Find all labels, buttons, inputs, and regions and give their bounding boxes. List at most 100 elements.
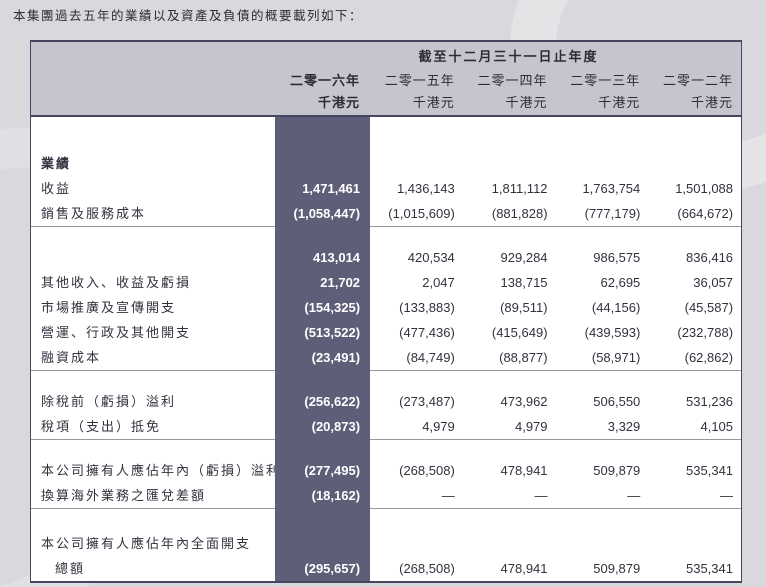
value-cell: (881,828) <box>491 206 548 221</box>
value-cell <box>648 508 742 509</box>
value-cell <box>555 370 649 371</box>
table-row: 其他收入、收益及虧損 21,702 2,047 138,715 62,695 36,057 <box>31 270 741 295</box>
row-label: 其他收入、收益及虧損 <box>41 275 192 290</box>
value-cell: 509,879 <box>593 561 641 576</box>
value-cell: 1,436,143 <box>396 181 455 196</box>
value-cell: (58,971) <box>591 350 641 365</box>
value-cell <box>370 440 463 458</box>
value-cell: (664,672) <box>677 206 734 221</box>
value-cell: (84,749) <box>406 350 455 365</box>
row-label <box>31 117 275 151</box>
value-cell <box>556 371 649 389</box>
value-cell: — <box>441 488 455 503</box>
value-cell <box>370 531 463 556</box>
value-cell: 535,341 <box>685 561 733 576</box>
value-cell: (415,649) <box>491 325 548 340</box>
table-row-divider <box>31 370 742 371</box>
column-unit-header: 千港元 <box>318 95 361 110</box>
value-cell <box>462 370 556 371</box>
value-cell <box>648 226 742 227</box>
value-cell <box>648 227 741 245</box>
row-label <box>31 370 276 371</box>
table-row: 除稅前（虧損）溢利 (256,622) (273,487) 473,962 506,55… <box>31 389 741 414</box>
value-cell: (477,436) <box>399 325 455 340</box>
value-cell-2016: (277,495) <box>275 458 371 483</box>
value-cell: 509,879 <box>593 463 641 478</box>
value-cell <box>370 151 463 176</box>
value-cell: 62,695 <box>600 275 641 290</box>
value-cell: 478,941 <box>500 463 548 478</box>
column-unit-header: 千港元 <box>691 95 734 110</box>
row-label <box>31 227 275 245</box>
value-cell-2016 <box>275 226 371 227</box>
value-cell <box>648 117 741 151</box>
row-label <box>31 439 276 440</box>
table-row-spacer <box>31 227 741 245</box>
value-cell <box>648 439 742 440</box>
value-cell <box>556 531 649 556</box>
row-label <box>31 440 275 458</box>
value-cell <box>463 151 556 176</box>
column-year-header: 二零一五年 <box>384 73 455 88</box>
column-year-header: 二零一三年 <box>570 73 641 88</box>
row-label: 收益 <box>41 181 72 196</box>
value-cell-2016: 1,471,461 <box>275 176 371 201</box>
value-cell: 1,501,088 <box>675 181 734 196</box>
row-label: 市場推廣及宣傳開支 <box>41 300 177 315</box>
value-cell: 986,575 <box>593 250 641 265</box>
value-cell-2016 <box>275 531 371 556</box>
value-cell <box>648 371 741 389</box>
table-row-spacer <box>31 509 741 531</box>
value-cell <box>463 440 556 458</box>
row-label: 業績 <box>41 156 72 171</box>
table-row-heading: 業績 <box>31 151 741 176</box>
value-cell <box>555 439 649 440</box>
table-row: 413,014 420,534 929,284 986,575 836,416 <box>31 245 741 270</box>
value-cell <box>370 509 463 531</box>
value-cell <box>648 531 741 556</box>
table-row: 融資成本 (23,491) (84,749) (88,877) (58,971) (62,… <box>31 345 741 370</box>
table-row-spacer <box>31 371 741 389</box>
table-row: 換算海外業務之匯兌差額 (18,162) — — — — <box>31 483 741 508</box>
value-cell <box>462 226 556 227</box>
table-body: 業績收益 1,471,461 1,436,143 1,811,112 1,763,754… <box>31 117 742 581</box>
value-cell: 36,057 <box>693 275 734 290</box>
column-unit-header: 千港元 <box>598 95 641 110</box>
value-cell-2016 <box>275 151 371 176</box>
column-year-header: 二零一六年 <box>290 73 361 88</box>
value-cell <box>556 509 649 531</box>
value-cell <box>556 151 649 176</box>
value-cell-2016 <box>275 509 371 531</box>
value-cell: 473,962 <box>500 394 548 409</box>
value-cell <box>462 439 556 440</box>
value-cell-2016 <box>275 371 371 389</box>
header-spacer-cell <box>31 94 275 115</box>
row-label <box>31 508 276 509</box>
value-cell: (777,179) <box>584 206 641 221</box>
value-cell-2016 <box>275 508 371 509</box>
value-cell: (439,593) <box>584 325 641 340</box>
table-row-divider <box>31 508 742 509</box>
column-year-header: 二零一二年 <box>663 73 734 88</box>
value-cell <box>556 227 649 245</box>
value-cell <box>648 509 741 531</box>
value-cell-2016 <box>275 440 371 458</box>
table-row-spacer <box>31 117 741 151</box>
value-cell: 535,341 <box>686 463 734 478</box>
value-cell: (62,862) <box>684 350 734 365</box>
value-cell: 1,763,754 <box>582 181 641 196</box>
value-cell: 1,811,112 <box>491 181 548 196</box>
value-cell <box>370 226 463 227</box>
value-cell <box>370 370 463 371</box>
column-unit-header: 千港元 <box>412 95 455 110</box>
value-cell: (1,015,609) <box>388 206 455 221</box>
value-cell: (88,877) <box>499 350 548 365</box>
value-cell <box>648 440 741 458</box>
value-cell: (45,587) <box>684 300 734 315</box>
value-cell <box>463 227 556 245</box>
value-cell-2016: (256,622) <box>275 389 371 414</box>
value-cell-2016 <box>275 227 371 245</box>
value-cell: — <box>720 488 734 503</box>
value-cell-2016: (154,325) <box>275 295 371 320</box>
value-cell-2016 <box>275 370 371 371</box>
